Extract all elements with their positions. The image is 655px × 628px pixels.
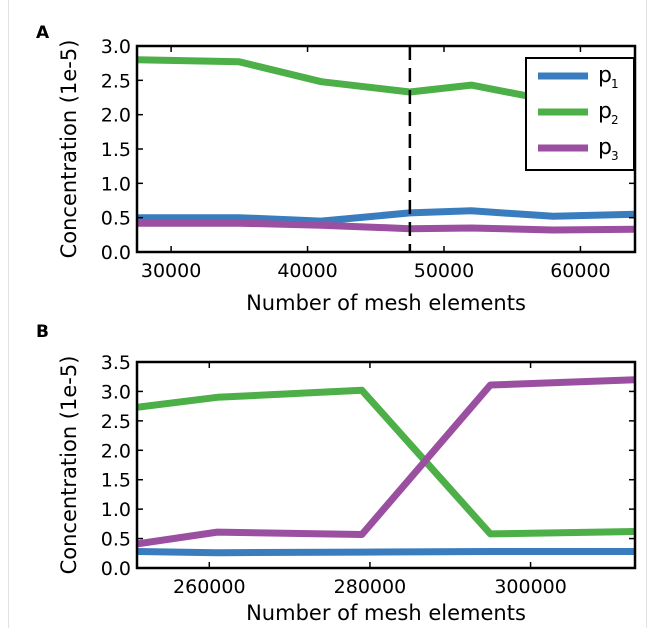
- y-tick-label-a-3: 1.5: [101, 139, 131, 161]
- y-tick-label-b-3: 1.5: [101, 470, 131, 492]
- y-tick-label-a-2: 1.0: [101, 173, 131, 195]
- x-tick-label-b-2: 300000: [494, 576, 567, 598]
- legend-subscript-a-1: 1: [611, 77, 619, 91]
- y-tick-label-a-1: 0.5: [101, 208, 131, 230]
- y-tick-label-b-1: 0.5: [101, 529, 131, 551]
- y-tick-label-b-7: 3.5: [101, 352, 131, 374]
- y-tick-label-b-5: 2.5: [101, 411, 131, 433]
- x-tick-label-b-1: 280000: [334, 576, 407, 598]
- legend-label-a-2: p: [598, 99, 612, 124]
- panel-a: A 0.0 0.5 1.0 1.5 2.0 2.5 3.0 30000 40000 50000 600…: [36, 23, 637, 315]
- y-axis-label-a: Concentration (1e-5): [57, 40, 81, 259]
- x-tick-label-a-0: 30000: [141, 260, 201, 282]
- plot-area-b: [137, 376, 635, 557]
- y-axis-label-b: Concentration (1e-5): [57, 356, 81, 575]
- legend-label-a-1: p: [598, 63, 612, 88]
- series-line-b-2: [137, 386, 635, 538]
- panel-b-letter: B: [36, 322, 49, 342]
- y-tick-label-b-0: 0.0: [101, 558, 131, 580]
- x-axis-label-a: Number of mesh elements: [246, 291, 526, 315]
- axes-frame-b: [135, 360, 637, 570]
- figure-frame-right: [646, 0, 647, 628]
- legend-subscript-a-3: 3: [611, 149, 619, 163]
- y-tick-label-a-5: 2.5: [101, 70, 131, 92]
- x-tick-label-a-2: 50000: [414, 260, 474, 282]
- legend-subscript-a-2: 2: [611, 113, 619, 127]
- x-axis-label-b: Number of mesh elements: [246, 601, 526, 625]
- y-tick-label-a-0: 0.0: [101, 242, 131, 264]
- series-line-a-1: [137, 207, 635, 225]
- y-tick-label-b-2: 1.0: [101, 499, 131, 521]
- legend-a: p 1p 2p 3: [525, 57, 635, 171]
- panel-a-letter: A: [36, 23, 50, 43]
- series-line-b-1: [137, 548, 635, 557]
- y-tick-label-b-6: 3.0: [101, 381, 131, 403]
- legend-label-a-3: p: [598, 135, 612, 160]
- series-line-b-3: [137, 376, 635, 548]
- y-tick-label-a-4: 2.0: [101, 105, 131, 127]
- y-tick-label-b-4: 2.0: [101, 440, 131, 462]
- y-tick-label-a-6: 3.0: [101, 36, 131, 58]
- x-tick-label-b-0: 260000: [173, 576, 246, 598]
- x-tick-label-a-1: 40000: [277, 260, 337, 282]
- x-tick-label-a-3: 60000: [550, 260, 610, 282]
- figure-frame-left: [8, 0, 9, 628]
- series-line-a-3: [137, 219, 635, 234]
- panel-b: B 0.0 0.5 1.0 1.5 2.0 2.5 3.0 3.5 260000 280000 300…: [36, 322, 637, 625]
